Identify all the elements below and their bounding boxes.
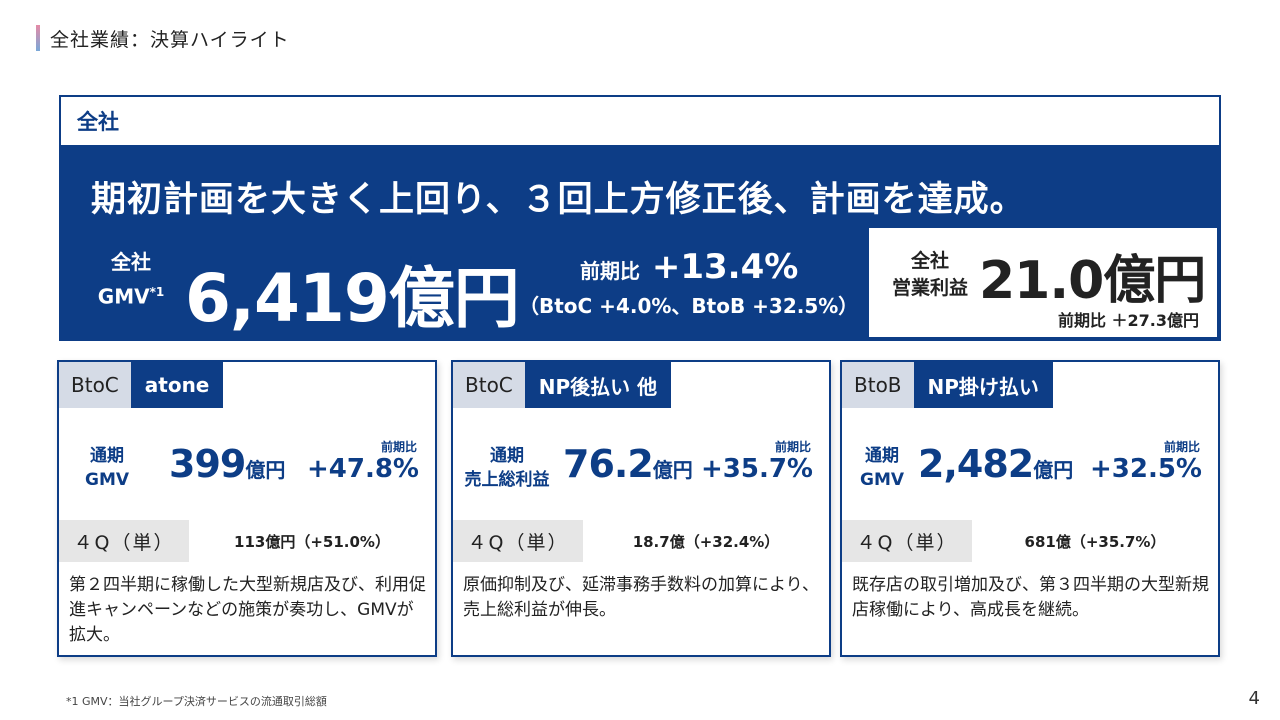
segment-category-tag: BtoB [842, 362, 914, 408]
page-number: 4 [1248, 688, 1260, 709]
segment-description: 既存店の取引増加及び、第３四半期の大型新規店稼働により、高成長を継続。 [852, 575, 1209, 620]
quarter-row: ４Q（単） 113億円（+51.0%） [59, 520, 435, 562]
metric-label-line1: 通期 [490, 446, 524, 466]
company-gmv-value: 6,419億円 [185, 260, 520, 337]
segment-name-tag: atone [130, 362, 224, 408]
operating-profit-value: 21.0億円 [979, 251, 1206, 311]
company-gmv-yoy-value: +13.4% [651, 247, 799, 287]
company-gmv-label-line1: 全社 [111, 250, 151, 274]
segment-name-tag: NP後払い 他 [524, 362, 672, 408]
yoy-value: +35.7% [701, 454, 813, 484]
metric-label: 通期 売上総利益 [457, 444, 557, 492]
company-gmv-breakdown: （BtoC +4.0%、BtoB +32.5%） [519, 294, 859, 318]
segment-name-tag: NP掛け払い [913, 362, 1053, 408]
company-gmv-label: 全社 GMV*1 [81, 247, 181, 312]
company-summary-panel: 全社 期初計画を大きく上回り、３回上方修正後、計画を達成。 全社 GMV*1 6… [59, 95, 1221, 341]
segment-tags: BtoB NP掛け払い [842, 362, 1053, 408]
metric-label: 通期 GMV [77, 444, 137, 492]
yoy-label: 前期比 [1163, 440, 1200, 454]
slide-header: 全社業績：決算ハイライト [36, 24, 290, 52]
segment-tags: BtoC NP後払い 他 [453, 362, 672, 408]
gmv-footnote-mark: *1 [149, 285, 165, 299]
metric-label-line2: GMV [84, 470, 130, 490]
company-gmv-yoy: 前期比 +13.4% [580, 247, 798, 287]
metric-value: 399億円 [169, 442, 285, 486]
yoy-label: 前期比 [774, 440, 811, 454]
metric-value: 2,482億円 [918, 442, 1073, 486]
footnote: *1 GMV：当社グループ決済サービスの流通取引総額 [66, 695, 327, 708]
segment-category-tag: BtoC [59, 362, 131, 408]
yoy-value: +47.8% [307, 454, 419, 484]
segment-card-np-kakebarai: BtoB NP掛け払い 通期 GMV 2,482億円 前期比 +32.5% ４Q… [840, 360, 1220, 657]
metric-label: 通期 GMV [852, 444, 912, 492]
segment-card-np-atobarai: BtoC NP後払い 他 通期 売上総利益 76.2億円 前期比 +35.7% … [451, 360, 831, 657]
company-gmv-label-line2: GMV*1 [97, 284, 165, 309]
operating-profit-label-line2: 営業利益 [891, 277, 968, 299]
segment-category-tag: BtoC [453, 362, 525, 408]
quarter-label: ４Q（単） [842, 520, 972, 562]
yoy-label: 前期比 [380, 440, 417, 454]
metric-label-line2: GMV [859, 470, 905, 490]
metric-label-line1: 通期 [865, 446, 899, 466]
metric-unit: 億円 [1033, 458, 1074, 482]
slide-title: 全社業績：決算ハイライト [50, 28, 290, 51]
operating-profit-label-line1: 全社 [910, 250, 949, 272]
quarter-value: 113億円（+51.0%） [234, 532, 390, 551]
yoy-value: +32.5% [1090, 454, 1202, 484]
header-accent-bar [36, 25, 40, 51]
metric-unit: 億円 [652, 458, 693, 482]
company-gmv-yoy-label: 前期比 [580, 259, 640, 283]
quarter-row: ４Q（単） 18.7億（+32.4%） [453, 520, 829, 562]
metric-value: 76.2億円 [563, 442, 693, 486]
summary-headline: 期初計画を大きく上回り、３回上方修正後、計画を達成。 [91, 180, 1026, 220]
metric-number: 399 [169, 442, 246, 486]
operating-profit-label: 全社 営業利益 [891, 248, 969, 302]
metric-unit: 億円 [245, 458, 286, 482]
quarter-value: 18.7億（+32.4%） [632, 532, 780, 551]
segment-description: 第２四半期に稼働した大型新規店及び、利用促進キャンペーンなどの施策が奏功し、GM… [69, 575, 426, 645]
metric-number: 76.2 [563, 442, 654, 486]
segment-description: 原価抑制及び、延滞事務手数料の加算により、売上総利益が伸長。 [463, 575, 819, 620]
operating-profit-yoy: 前期比 ＋27.3億円 [1057, 311, 1199, 330]
metric-number: 2,482 [918, 442, 1034, 486]
segment-card-atone: BtoC atone 通期 GMV 399億円 前期比 +47.8% ４Q（単）… [57, 360, 437, 657]
operating-profit-box: 全社 営業利益 21.0億円 前期比 ＋27.3億円 [869, 228, 1217, 337]
metric-label-line1: 通期 [90, 446, 124, 466]
quarter-label: ４Q（単） [59, 520, 189, 562]
company-summary-label: 全社 [61, 97, 1219, 145]
quarter-value: 681億（+35.7%） [1024, 532, 1166, 551]
segment-tags: BtoC atone [59, 362, 224, 408]
quarter-label: ４Q（単） [453, 520, 583, 562]
metric-label-line2: 売上総利益 [464, 470, 550, 490]
quarter-row: ４Q（単） 681億（+35.7%） [842, 520, 1218, 562]
